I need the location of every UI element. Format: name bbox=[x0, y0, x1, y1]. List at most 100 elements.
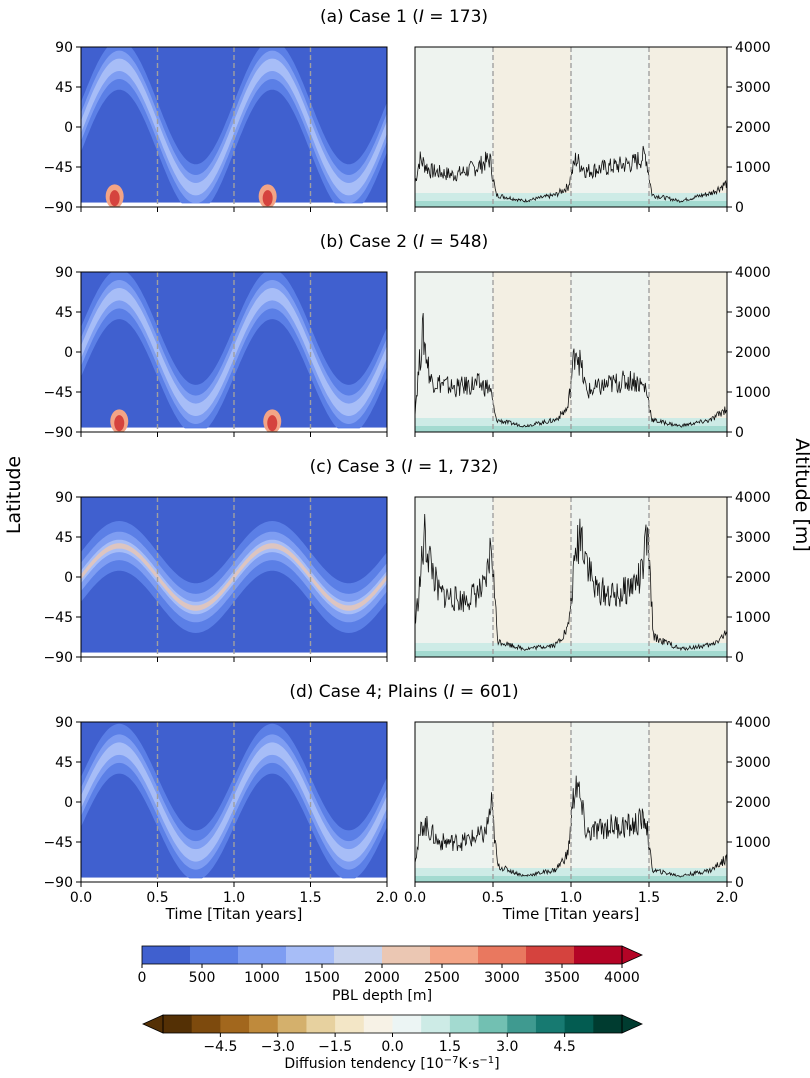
colorbar-swatch bbox=[163, 1015, 193, 1033]
colorbar-label: PBL depth [m] bbox=[332, 988, 432, 1004]
lat-tick-label: 90 bbox=[55, 40, 73, 56]
time-tick-label: 0.0 bbox=[404, 890, 426, 906]
title-var: I bbox=[419, 7, 424, 27]
colorbar-diffusion-tendency: −4.5 −3.0 −1.5 0.0 1.5 3.0 4.5 Diffusion tenden… bbox=[142, 1014, 643, 1073]
time-tick-label: 0.5 bbox=[482, 890, 504, 906]
lat-tick-label: 90 bbox=[55, 490, 73, 506]
colorbar-tick-label: −3.0 bbox=[261, 1039, 295, 1055]
colorbar-swatch bbox=[535, 1015, 566, 1033]
lat-tick-label: −90 bbox=[43, 200, 73, 216]
time-tick-label: 1.5 bbox=[299, 890, 321, 906]
colorbar-swatch bbox=[478, 1015, 508, 1033]
lat-tick-label: −45 bbox=[43, 160, 73, 176]
alt-tick-label: 4000 bbox=[735, 265, 771, 281]
time-tick-label: 1.5 bbox=[638, 890, 660, 906]
heatmap-band-level-3 bbox=[81, 58, 387, 196]
colorbar-swatch bbox=[430, 946, 479, 964]
alt-tick-label: 2000 bbox=[735, 345, 771, 361]
pbl-depth-line bbox=[415, 313, 727, 428]
tendency-tint bbox=[571, 722, 649, 882]
tendency-tint bbox=[415, 722, 493, 882]
time-tick-label: 1.0 bbox=[223, 890, 245, 906]
title-suffix: ) bbox=[512, 682, 519, 702]
colorbar-tick-label: 2500 bbox=[424, 970, 460, 986]
title-var: I bbox=[419, 232, 424, 252]
lat-tick-label: 90 bbox=[55, 715, 73, 731]
lat-tick-label: 45 bbox=[55, 755, 73, 771]
colorbar-tick-label: 1500 bbox=[304, 970, 340, 986]
colorbar-swatch bbox=[392, 1015, 422, 1033]
lat-tick-label: 0 bbox=[64, 570, 73, 586]
heatmap-hotspot-inner bbox=[114, 415, 125, 432]
time-tick-label: 0.0 bbox=[70, 890, 92, 906]
tendency-tint bbox=[415, 272, 493, 432]
colorbar-swatch bbox=[526, 946, 575, 964]
colorbar-tick-label: 3500 bbox=[544, 970, 580, 986]
colorbar-tick-label: 4000 bbox=[604, 970, 640, 986]
colorbar-swatch bbox=[238, 946, 287, 964]
heatmap-hotspot-inner bbox=[262, 190, 273, 207]
title-suffix: ) bbox=[482, 232, 489, 252]
alt-tick-label: 1000 bbox=[735, 385, 771, 401]
title-value: 548 bbox=[449, 232, 481, 252]
alt-tick-label: 4000 bbox=[735, 715, 771, 731]
title-suffix: ) bbox=[481, 7, 488, 27]
title-prefix: (b) Case 2 ( bbox=[320, 232, 419, 252]
colorbar-swatch bbox=[335, 1015, 365, 1033]
colorbar-swatch bbox=[286, 946, 335, 964]
colorbar-tick-label: −4.5 bbox=[203, 1039, 237, 1055]
tendency-tint bbox=[571, 497, 649, 657]
alt-tick-label: 2000 bbox=[735, 120, 771, 136]
colorbar-swatch bbox=[142, 946, 191, 964]
heatmap-missing-strip bbox=[81, 877, 387, 882]
alt-tick-label: 4000 bbox=[735, 40, 771, 56]
colorbar-swatch bbox=[220, 1015, 250, 1033]
colorbar-swatch bbox=[277, 1015, 307, 1033]
alt-tick-label: 3000 bbox=[735, 305, 771, 321]
pbl-depth-line bbox=[415, 775, 727, 878]
colorbar-tick-label: 2000 bbox=[364, 970, 400, 986]
colorbar-tick-label: 500 bbox=[189, 970, 216, 986]
shared-ylabel-right: Altitude [m] bbox=[791, 438, 810, 552]
panel-title: (d) Case 4; Plains (I = 601) bbox=[289, 682, 518, 702]
diffusion-tendency-field bbox=[415, 272, 727, 432]
title-value: 1, 732 bbox=[438, 457, 492, 477]
colorbar-tick-label: 1000 bbox=[244, 970, 280, 986]
label-exponent: −1 bbox=[479, 1055, 494, 1066]
panel-a: (a) Case 1 (I = 173) 90 45 0 −45 −90 4000 3000 2… bbox=[43, 7, 770, 216]
colorbar-swatch bbox=[249, 1015, 279, 1033]
colorbar-tick-label: 0 bbox=[138, 970, 147, 986]
title-prefix: (a) Case 1 ( bbox=[320, 7, 419, 27]
colorbar-swatch bbox=[363, 1015, 393, 1033]
colorbar-label: Diffusion tendency [10−7K·s−1] bbox=[284, 1055, 499, 1073]
lat-tick-label: 90 bbox=[55, 265, 73, 281]
colorbar-extend-min bbox=[142, 1014, 164, 1034]
title-eq: = bbox=[424, 7, 449, 27]
panel-d: (d) Case 4; Plains (I = 601)90450−45−900… bbox=[43, 682, 770, 923]
colorbar-swatch bbox=[449, 1015, 480, 1033]
tendency-tint bbox=[415, 497, 493, 657]
colorbar-swatch bbox=[306, 1015, 336, 1033]
panel-title: (c) Case 3 (I = 1, 732) bbox=[310, 457, 499, 477]
lat-tick-label: 45 bbox=[55, 80, 73, 96]
lat-tick-label: 0 bbox=[64, 120, 73, 136]
lat-tick-label: 45 bbox=[55, 305, 73, 321]
lat-tick-label: 45 bbox=[55, 530, 73, 546]
alt-tick-label: 1000 bbox=[735, 160, 771, 176]
title-eq: = bbox=[455, 682, 480, 702]
shared-ylabel-left: Latitude bbox=[3, 456, 25, 534]
colorbar-swatch bbox=[190, 946, 239, 964]
title-suffix: ) bbox=[492, 457, 499, 477]
label-part: Diffusion tendency [10 bbox=[284, 1056, 443, 1072]
colorbar-tick-label: 3.0 bbox=[496, 1039, 518, 1055]
title-value: 173 bbox=[449, 7, 481, 27]
time-tick-label: 0.5 bbox=[146, 890, 168, 906]
title-prefix: (c) Case 3 ( bbox=[310, 457, 408, 477]
alt-tick-label: 0 bbox=[735, 875, 744, 891]
colorbar-swatch bbox=[478, 946, 527, 964]
title-eq: = bbox=[424, 232, 449, 252]
lat-tick-label: −90 bbox=[43, 875, 73, 891]
colorbar-tick-label: 4.5 bbox=[553, 1039, 575, 1055]
label-exponent: −7 bbox=[444, 1055, 459, 1066]
